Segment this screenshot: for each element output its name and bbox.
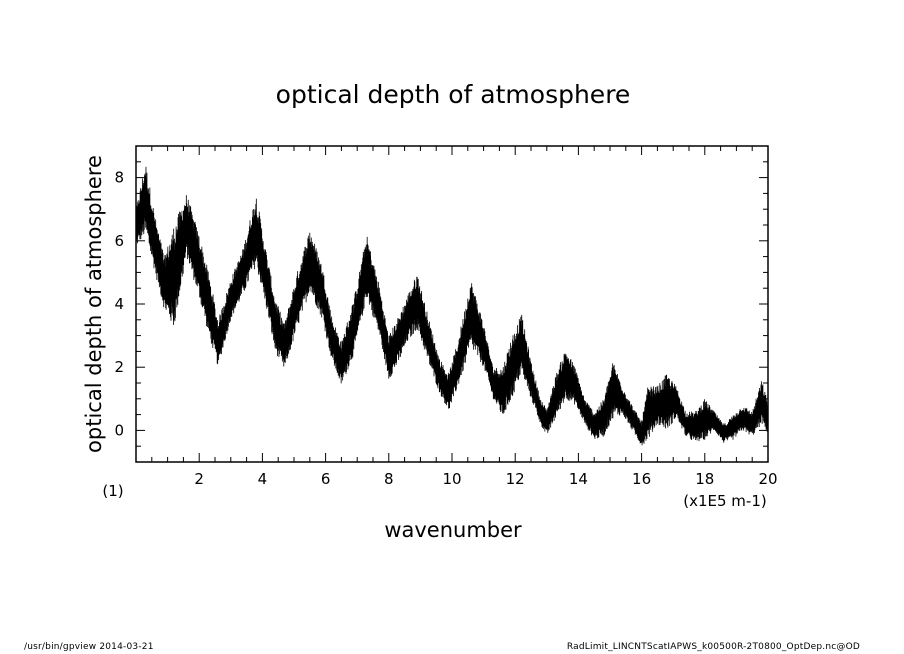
y-tick-label: 6 bbox=[114, 232, 124, 250]
series-band-group bbox=[135, 166, 769, 446]
x-axis: 2 4 6 8 10 12 14 16 18 20 bbox=[135, 146, 778, 488]
x-tick-label: 2 bbox=[194, 470, 204, 488]
x-tick-label: 10 bbox=[442, 470, 461, 488]
x-tick-label: 6 bbox=[321, 470, 331, 488]
x-tick-label: 18 bbox=[695, 470, 714, 488]
y-axis-label: optical depth of atmosphere bbox=[82, 155, 106, 453]
footer-program-info: /usr/bin/gpview 2014-03-21 bbox=[24, 642, 154, 652]
y-tick-label: 0 bbox=[114, 421, 124, 439]
x-tick-label: 16 bbox=[632, 470, 651, 488]
y-tick-label: 8 bbox=[114, 169, 124, 187]
x-unit-label: (x1E5 m-1) bbox=[683, 492, 766, 510]
y-tick-label: 2 bbox=[114, 358, 124, 376]
series-line bbox=[135, 166, 769, 446]
x-tick-label: 20 bbox=[758, 470, 777, 488]
y-unit-label: (1) bbox=[102, 482, 123, 500]
x-tick-label: 12 bbox=[506, 470, 525, 488]
x-tick-label: 14 bbox=[569, 470, 588, 488]
x-axis-label: wavenumber bbox=[384, 518, 522, 542]
y-axis: 0 2 4 6 8 bbox=[114, 145, 768, 463]
footer-file-info: RadLimit_LINCNTScatIAPWS_k00500R-2T0800_… bbox=[566, 642, 860, 652]
y-tick-label: 4 bbox=[114, 295, 124, 313]
x-tick-label: 4 bbox=[258, 470, 268, 488]
chart-title: optical depth of atmosphere bbox=[276, 80, 631, 109]
x-tick-label: 8 bbox=[384, 470, 394, 488]
